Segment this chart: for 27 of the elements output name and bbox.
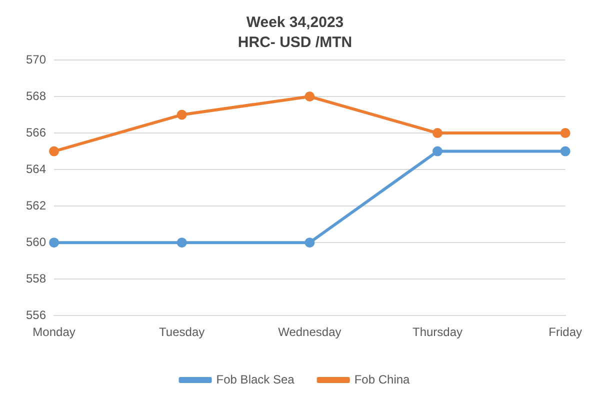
point — [560, 146, 570, 156]
chart-title: Week 34,2023 — [246, 14, 344, 32]
y-tick-label: 564 — [26, 162, 46, 176]
point — [176, 238, 187, 248]
point — [432, 128, 443, 138]
x-tick-label: Friday — [548, 325, 582, 340]
y-tick-label: 570 — [26, 52, 46, 66]
point — [176, 110, 187, 120]
x-tick-label: Thursday — [412, 325, 463, 340]
y-tick-label: 560 — [26, 234, 46, 249]
y-tick-label: 568 — [26, 88, 46, 103]
point — [304, 238, 315, 248]
y-tick-label: 558 — [26, 271, 46, 286]
y-tick-label: 556 — [26, 308, 46, 322]
legend-label: Fob China — [354, 372, 410, 386]
x-tick-label: Wednesday — [278, 325, 342, 340]
point — [304, 92, 315, 102]
point — [49, 238, 60, 248]
y-tick-label: 562 — [26, 198, 46, 212]
x-tick-label: Tuesday — [159, 325, 205, 340]
chart-subtitle: HRC- USD /MTN — [238, 34, 352, 52]
x-tick-label: Monday — [32, 325, 76, 340]
point — [432, 146, 443, 156]
y-tick-label: 566 — [26, 125, 46, 140]
point — [560, 128, 570, 138]
legend-label: Fob Black Sea — [216, 372, 295, 386]
point — [49, 146, 60, 156]
